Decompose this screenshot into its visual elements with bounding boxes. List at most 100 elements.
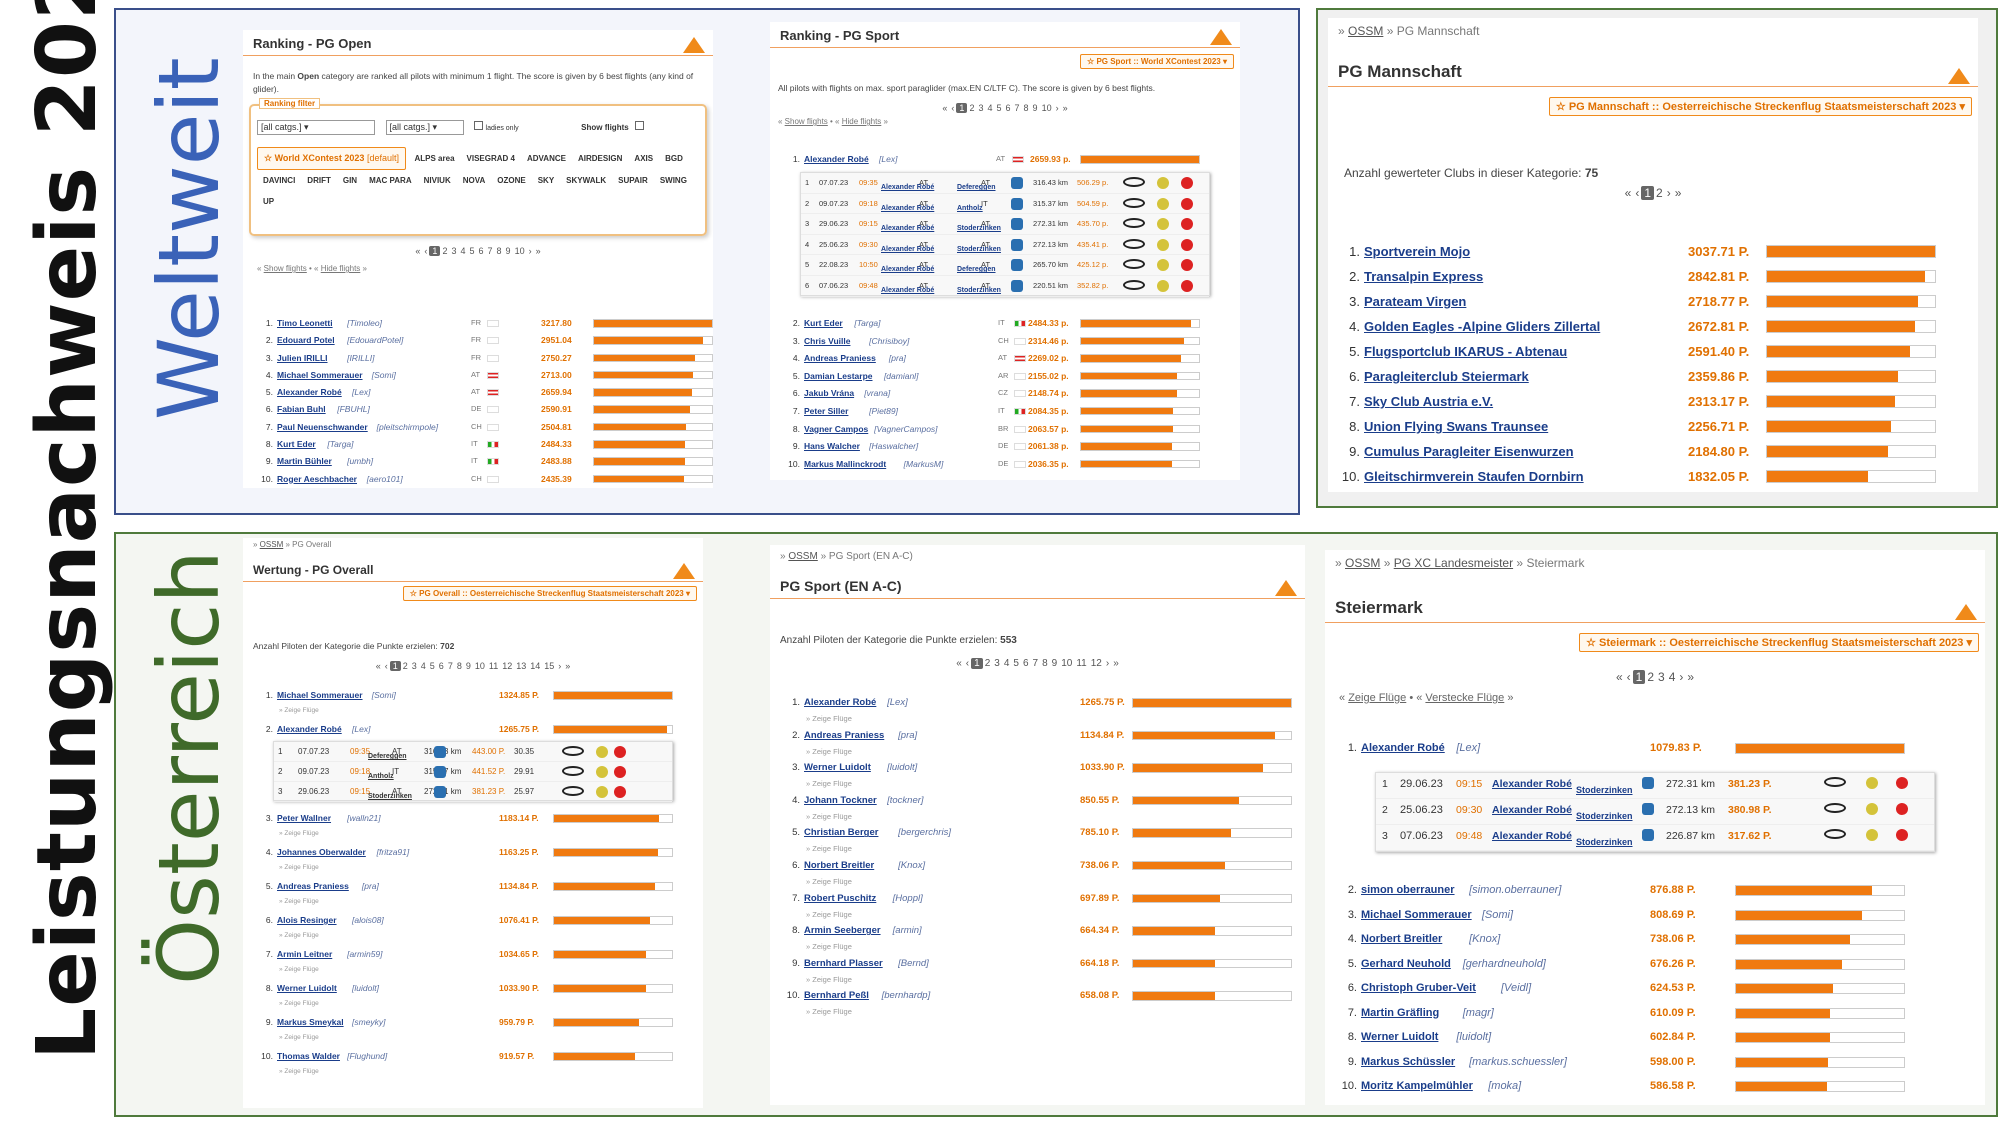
- show-flights-link[interactable]: » Zeige Flüge: [279, 707, 319, 714]
- pilot-name-link[interactable]: Martin Gräfling: [1361, 1006, 1440, 1019]
- page-7[interactable]: 7: [487, 246, 493, 256]
- show-flights-link[interactable]: » Zeige Flüge: [806, 844, 852, 854]
- pilot-name-link[interactable]: Parateam Virgen: [1364, 294, 1467, 309]
- track-icon[interactable]: [1181, 259, 1193, 272]
- page-15[interactable]: 15: [544, 661, 555, 671]
- show-flights-link[interactable]: » Zeige Flüge: [806, 876, 852, 886]
- breadcrumb-landesmeister[interactable]: PG XC Landesmeister: [1393, 556, 1514, 570]
- takeoff-icon[interactable]: [1011, 279, 1023, 292]
- takeoff-icon[interactable]: [434, 746, 446, 758]
- first-page-button[interactable]: «: [415, 246, 421, 256]
- brand-filter-15[interactable]: SUPAIR: [618, 176, 648, 185]
- track-icon[interactable]: [1181, 197, 1193, 210]
- pilot-name-link[interactable]: Alexander Robé: [1361, 742, 1445, 754]
- pilot-name-link[interactable]: Vagner Campos: [804, 423, 869, 434]
- track-icon[interactable]: [1181, 279, 1193, 292]
- page-3[interactable]: 3: [1658, 670, 1665, 684]
- brand-filter-17[interactable]: UP: [263, 197, 275, 206]
- overall-contest-selector[interactable]: ☆ PG Overall :: Oesterreichische Strecke…: [402, 586, 697, 601]
- pilot-name-link[interactable]: Bernhard Peßl: [804, 990, 869, 1002]
- pilot-name-link[interactable]: Andreas Praniess: [804, 353, 876, 364]
- first-page-button[interactable]: «: [942, 103, 948, 113]
- hide-flights-link[interactable]: Verstecke Flüge: [1425, 692, 1505, 704]
- prev-page-button[interactable]: ‹: [1635, 186, 1640, 200]
- pilot-name-link[interactable]: Roger Aeschbacher: [277, 473, 357, 484]
- pilot-name-link[interactable]: Hans Walcher: [804, 441, 860, 452]
- glider-icon[interactable]: [1123, 218, 1145, 229]
- glider-icon[interactable]: [1123, 238, 1145, 249]
- page-9[interactable]: 9: [465, 661, 471, 671]
- glider-icon[interactable]: [1824, 777, 1846, 787]
- page-6[interactable]: 6: [1022, 658, 1029, 669]
- last-page-button[interactable]: »: [1674, 186, 1682, 200]
- pilot-name-link[interactable]: Christoph Gruber-Veit: [1361, 982, 1476, 994]
- prev-page-button[interactable]: ‹: [424, 246, 428, 256]
- takeoff-icon[interactable]: [1642, 777, 1654, 789]
- brand-filter-5[interactable]: BGD: [665, 154, 683, 163]
- page-13[interactable]: 13: [516, 661, 527, 671]
- show-flights-link[interactable]: » Zeige Flüge: [806, 714, 852, 723]
- page-5[interactable]: 5: [469, 246, 475, 256]
- brand-filter-9[interactable]: MAC PARA: [369, 176, 412, 185]
- page-9[interactable]: 9: [1051, 658, 1058, 669]
- pilot-name-link[interactable]: Bernhard Plasser: [804, 957, 883, 969]
- flight-row[interactable]: 6 07.06.23 09:48 AT Alexander Robé AT Stoderzi…: [801, 276, 1209, 297]
- page-6[interactable]: 6: [1005, 103, 1011, 113]
- pilot-name-link[interactable]: Alexander Robé: [277, 387, 342, 398]
- page-12[interactable]: 12: [1090, 658, 1102, 669]
- brand-filter-6[interactable]: DAVINCI: [263, 176, 296, 185]
- next-page-button[interactable]: ›: [1679, 670, 1684, 684]
- pilot-name-link[interactable]: Union Flying Swans Traunsee: [1364, 419, 1549, 434]
- show-flights-link[interactable]: » Zeige Flüge: [806, 746, 852, 756]
- track-icon[interactable]: [1181, 218, 1193, 231]
- pilot-name-link[interactable]: Paragleiterclub Steiermark: [1364, 369, 1529, 384]
- page-8[interactable]: 8: [1042, 658, 1048, 669]
- page-2[interactable]: 2: [402, 661, 408, 671]
- page-1[interactable]: 1: [956, 103, 968, 113]
- next-page-button[interactable]: ›: [1105, 658, 1110, 669]
- pilot-name-link[interactable]: Sky Club Austria e.V.: [1364, 394, 1494, 409]
- page-2[interactable]: 2: [1647, 670, 1654, 684]
- pilot-name-link[interactable]: Werner Luidolt: [277, 983, 337, 993]
- pilot-name-link[interactable]: Peter Siller: [804, 405, 849, 416]
- page-1[interactable]: 1: [971, 658, 983, 669]
- page-3[interactable]: 3: [411, 661, 417, 671]
- next-page-button[interactable]: ›: [1055, 103, 1059, 113]
- takeoff-icon[interactable]: [434, 786, 446, 798]
- next-page-button[interactable]: ›: [558, 661, 562, 671]
- pilot-name-link[interactable]: Alexander Robé: [804, 697, 877, 708]
- sport-contest-selector[interactable]: ☆ PG Sport :: World XContest 2023 ▾: [1080, 54, 1234, 69]
- page-4[interactable]: 4: [1668, 670, 1676, 684]
- page-10[interactable]: 10: [514, 246, 525, 256]
- ladies-checkbox[interactable]: [474, 121, 484, 130]
- flight-row[interactable]: 4 25.06.23 09:30 AT Alexander Robé AT Stoderzi…: [801, 235, 1209, 256]
- last-page-button[interactable]: »: [1113, 658, 1119, 669]
- pilot-name-link[interactable]: Paul Neuenschwander: [277, 421, 368, 432]
- contest-selector[interactable]: ☆ World XContest 2023 [default]: [257, 147, 406, 170]
- show-flights-link[interactable]: Zeige Flüge: [1348, 692, 1407, 704]
- page-3[interactable]: 3: [978, 103, 984, 113]
- breadcrumb-ossm[interactable]: OSSM: [1348, 24, 1384, 38]
- page-10[interactable]: 10: [1041, 103, 1052, 113]
- track-icon[interactable]: [1181, 177, 1193, 189]
- flight-row[interactable]: 5 22.08.23 10:50 AT Alexander Robé AT Deferegg…: [801, 255, 1209, 276]
- pilot-name-link[interactable]: Andreas Praniess: [277, 881, 349, 891]
- prev-page-button[interactable]: ‹: [965, 658, 970, 669]
- brand-filter-13[interactable]: SKY: [537, 176, 555, 185]
- pilot-name-link[interactable]: Armin Seeberger: [804, 925, 881, 937]
- show-flights-link[interactable]: » Zeige Flüge: [806, 779, 852, 789]
- page-5[interactable]: 5: [1013, 658, 1019, 669]
- breadcrumb-ossm[interactable]: OSSM: [788, 551, 818, 562]
- page-1[interactable]: 1: [1641, 186, 1654, 200]
- track-icon[interactable]: [614, 766, 626, 778]
- takeoff-icon[interactable]: [1011, 259, 1023, 272]
- hide-flights-link[interactable]: Hide flights: [841, 117, 882, 126]
- show-flights-checkbox[interactable]: [635, 121, 645, 130]
- page-2[interactable]: 2: [969, 103, 975, 113]
- pilot-name-link[interactable]: Kurt Eder: [277, 439, 316, 450]
- takeoff-icon[interactable]: [1642, 803, 1654, 815]
- page-11[interactable]: 11: [1076, 658, 1087, 669]
- pilot-name-link[interactable]: Alexander Robé: [804, 154, 869, 164]
